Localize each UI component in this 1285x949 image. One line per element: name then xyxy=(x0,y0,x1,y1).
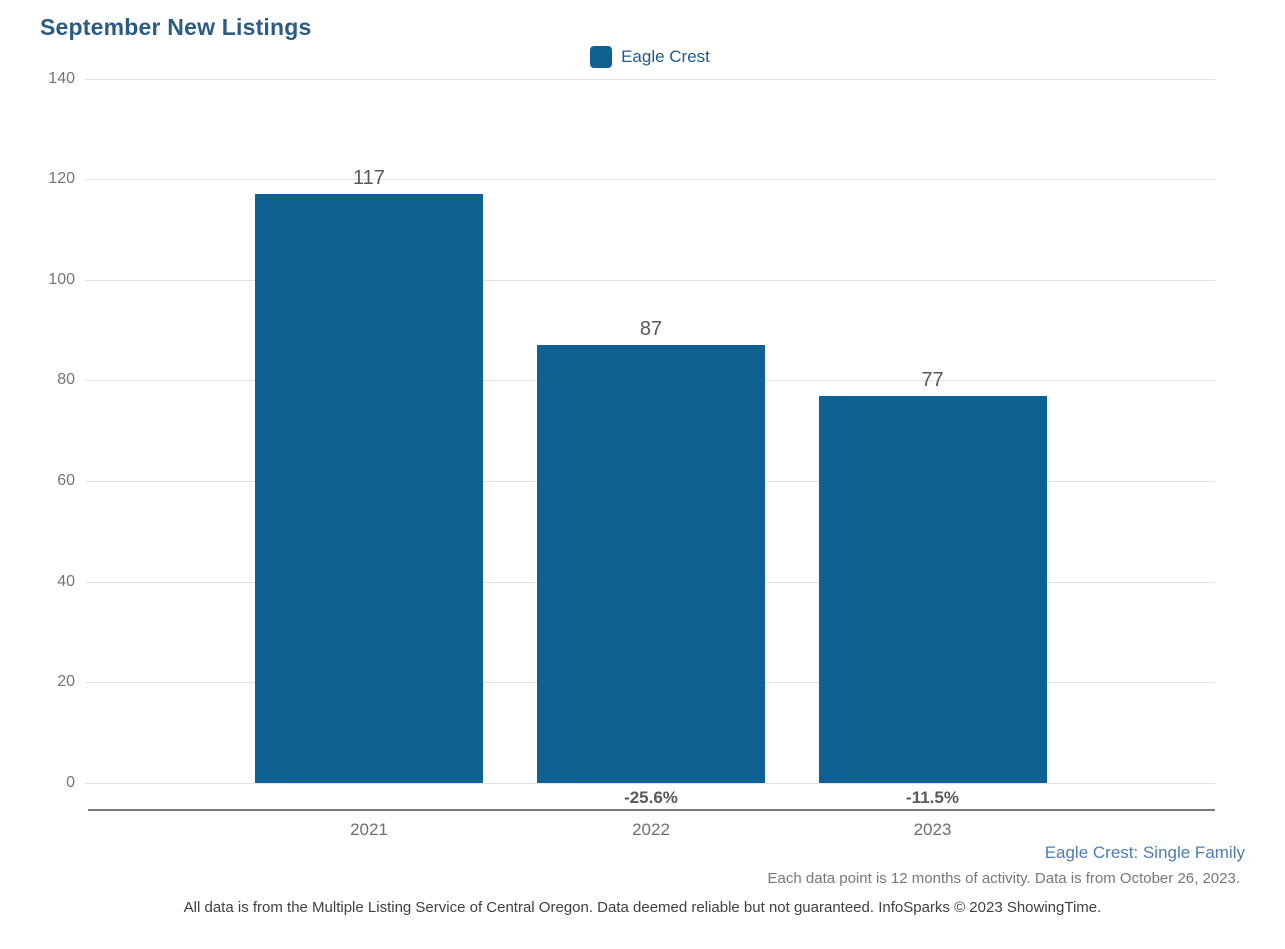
legend[interactable]: Eagle Crest xyxy=(85,46,1215,68)
bar-2021[interactable] xyxy=(255,194,483,783)
y-axis-tick-label: 140 xyxy=(48,69,75,87)
bar-2023[interactable] xyxy=(818,395,1047,783)
y-axis-tick-label: 0 xyxy=(66,774,75,791)
footnote-series-description[interactable]: Eagle Crest: Single Family xyxy=(1044,843,1245,862)
gridline-y-140 xyxy=(85,78,1215,80)
y-axis-tick-label: 60 xyxy=(57,472,75,490)
footnote-data-note: Each data point is 12 months of activity… xyxy=(767,870,1240,887)
y-axis-tick-label: 100 xyxy=(48,270,75,288)
legend-swatch-icon xyxy=(590,46,613,68)
bar-value-label: 87 xyxy=(639,318,663,341)
x-axis-tick-label-2023: 2023 xyxy=(913,820,952,839)
chart-title: September New Listings xyxy=(40,14,312,40)
bar-value-label: 77 xyxy=(921,368,944,391)
bar-2022[interactable] xyxy=(537,345,765,783)
y-axis-tick-label: 120 xyxy=(48,170,75,188)
x-axis-tick-label-2022: 2022 xyxy=(632,820,670,839)
pct-change-label: -11.5% xyxy=(906,788,959,807)
legend-label: Eagle Crest xyxy=(621,47,710,66)
footnote-disclaimer: All data is from the Multiple Listing Se… xyxy=(183,899,1102,916)
y-axis-tick-label: 80 xyxy=(57,371,75,389)
y-axis-tick-label: 20 xyxy=(57,673,75,691)
gridline-y-0 xyxy=(85,783,1215,784)
x-axis-line xyxy=(88,809,1215,811)
bar-value-label: 117 xyxy=(353,167,385,190)
gridline-y-120 xyxy=(85,179,1215,181)
x-axis-tick-label-2021: 2021 xyxy=(350,820,388,839)
pct-change-label: -25.6% xyxy=(624,788,678,807)
y-axis-tick-label: 40 xyxy=(57,572,75,590)
